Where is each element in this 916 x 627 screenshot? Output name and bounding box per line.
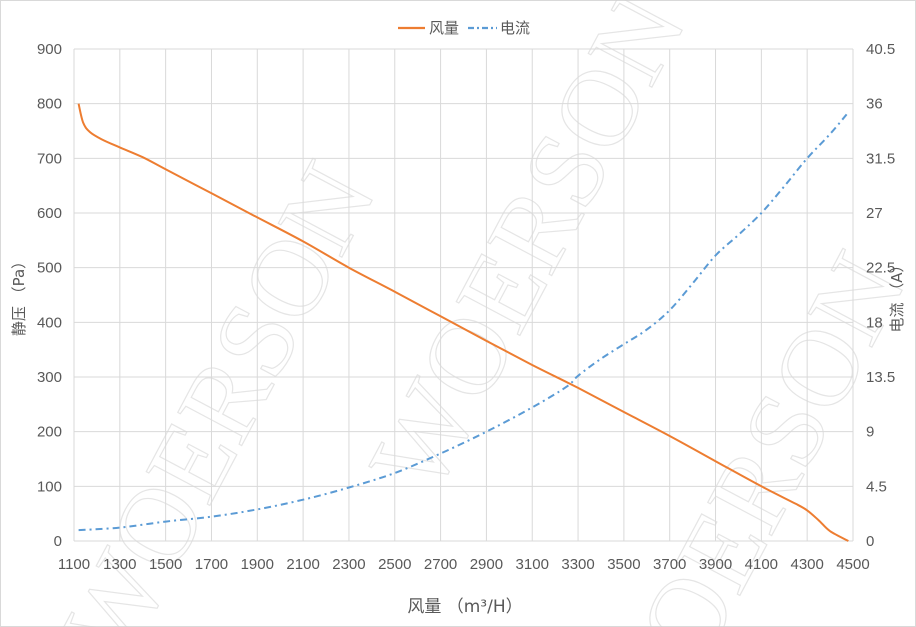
series-line-current [78, 111, 850, 532]
y2-tick-label: 27 [866, 205, 883, 222]
y-tick-label: 900 [37, 41, 62, 58]
x-axis-title: 风量 （m³/H） [407, 597, 522, 617]
x-tick-label: 2500 [378, 556, 411, 573]
x-tick-label: 2300 [332, 556, 365, 573]
gridlines [73, 48, 854, 542]
x-tick-label: 3500 [607, 556, 640, 573]
y2-tick-label: 13.5 [866, 369, 895, 386]
x-tick-label: 2100 [286, 556, 319, 573]
y2-tick-label: 9 [866, 424, 874, 441]
y2-tick-label: 40.5 [866, 41, 895, 58]
y-tick-label: 600 [37, 205, 62, 222]
x-tick-label: 4500 [836, 556, 869, 573]
series-line-pressure [77, 103, 849, 542]
y-tick-label: 800 [37, 96, 62, 113]
x-tick-label: 1300 [103, 556, 136, 573]
x-tick-label: 3700 [653, 556, 686, 573]
watermark-text: WOERSON [346, 0, 709, 511]
y-tick-label: 500 [37, 260, 62, 277]
y-tick-label: 300 [37, 369, 62, 386]
legend: 风量 电流 [398, 19, 530, 37]
x-tick-label: 4300 [790, 556, 823, 573]
legend-label-airflow: 风量 [429, 19, 459, 37]
legend-label-current: 电流 [500, 19, 530, 37]
y2-tick-label: 36 [866, 96, 883, 113]
y-tick-label: 400 [37, 314, 62, 331]
y-tick-label: 200 [37, 424, 62, 441]
x-tick-label: 3300 [561, 556, 594, 573]
y-axis-left-ticks: 0 100 200 300 400 500 600 700 800 900 [37, 41, 62, 550]
y2-tick-label: 31.5 [866, 150, 895, 167]
watermark-text: WOERSON [36, 144, 399, 627]
x-tick-label: 1700 [195, 556, 228, 573]
y2-tick-label: 18 [866, 314, 883, 331]
y2-tick-label: 22.5 [866, 260, 895, 277]
y2-tick-label: 4.5 [866, 478, 887, 495]
x-tick-label: 2700 [424, 556, 457, 573]
y-axis-left-title: 静压 （Pa） [10, 254, 28, 336]
y-tick-label: 700 [37, 150, 62, 167]
x-tick-label: 1100 [58, 556, 90, 573]
y-tick-label: 100 [37, 478, 62, 495]
x-tick-label: 3100 [516, 556, 549, 573]
x-tick-label: 4100 [745, 556, 778, 573]
y-axis-right-ticks: 0 4.5 9 13.5 18 22.5 27 31.5 36 40.5 [866, 41, 895, 550]
y2-tick-label: 0 [866, 533, 874, 550]
y-axis-right-title: 电流 （A） [888, 257, 906, 332]
series-layer [77, 103, 850, 542]
x-axis-ticks: 1100 1300 1500 1700 1900 2100 2300 2500 2700 2900… [58, 556, 870, 573]
x-tick-label: 2900 [470, 556, 503, 573]
x-tick-label: 1900 [241, 556, 274, 573]
x-tick-label: 1500 [149, 556, 182, 573]
y-tick-label: 0 [54, 533, 62, 550]
x-tick-label: 3900 [699, 556, 732, 573]
